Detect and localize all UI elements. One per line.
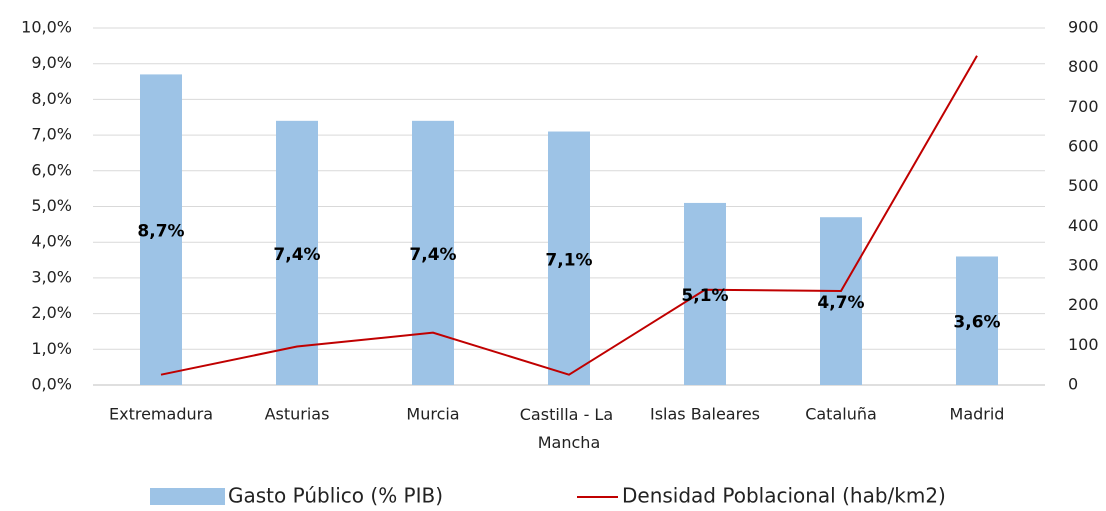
y-tick-label: 2,0% [31,303,72,322]
y-tick-label: 3,0% [31,267,72,286]
y2-tick-label: 200 [1068,295,1099,314]
y2-tick-label: 600 [1068,137,1099,156]
y-tick-label: 8,0% [31,89,72,108]
y-tick-label: 1,0% [31,339,72,358]
data-label: 5,1% [681,286,728,306]
y-tick-label: 4,0% [31,232,72,251]
y2-tick-label: 700 [1068,97,1099,116]
bar [412,120,454,385]
bar [548,131,590,385]
x-tick-label: Madrid [950,405,1005,424]
data-label: 8,7% [137,222,184,242]
y2-tick-label: 100 [1068,335,1099,354]
data-label: 3,6% [953,313,1000,333]
y2-tick-label: 0 [1068,375,1078,394]
data-label: 4,7% [817,293,864,313]
y2-tick-label: 400 [1068,216,1099,235]
legend-swatch [150,488,225,505]
bar [276,120,318,385]
y2-tick-label: 500 [1068,176,1099,195]
x-tick-label: Murcia [406,405,459,424]
bar [956,256,998,385]
y-tick-label: 7,0% [31,125,72,144]
x-tick-label: Islas Baleares [650,405,760,424]
data-label: 7,4% [409,245,456,265]
line [160,55,978,376]
data-label: 7,4% [273,245,320,265]
bar [820,217,862,385]
y2-tick-label: 900 [1068,18,1099,37]
bar [140,74,182,385]
bar [684,202,726,385]
x-tick-label: Cataluña [805,405,877,424]
y2-tick-label: 300 [1068,256,1099,275]
y-tick-label: 10,0% [21,18,72,37]
data-label: 7,1% [545,250,592,270]
legend-label: Densidad Poblacional (hab/km2) [622,484,946,508]
legend-label: Gasto Público (% PIB) [228,484,443,508]
x-tick-label: Extremadura [109,405,213,424]
x-tick-label: Asturias [265,405,330,424]
y-tick-label: 5,0% [31,196,72,215]
y-tick-label: 0,0% [31,375,72,394]
x-tick-label: Castilla - La Mancha [520,405,618,452]
y-tick-label: 9,0% [31,53,72,72]
y2-tick-label: 800 [1068,57,1099,76]
y-tick-label: 6,0% [31,160,72,179]
